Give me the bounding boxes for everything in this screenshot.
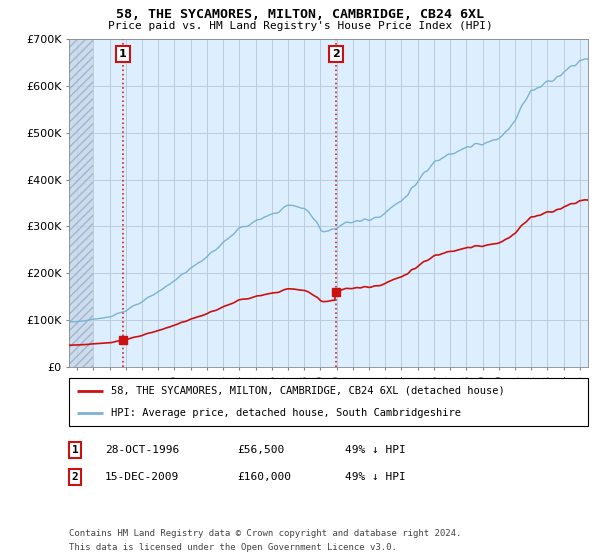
Text: £56,500: £56,500 <box>237 445 284 455</box>
Text: This data is licensed under the Open Government Licence v3.0.: This data is licensed under the Open Gov… <box>69 543 397 552</box>
Text: 58, THE SYCAMORES, MILTON, CAMBRIDGE, CB24 6XL (detached house): 58, THE SYCAMORES, MILTON, CAMBRIDGE, CB… <box>110 386 504 396</box>
Bar <box>69 39 94 367</box>
Text: Price paid vs. HM Land Registry's House Price Index (HPI): Price paid vs. HM Land Registry's House … <box>107 21 493 31</box>
Text: 58, THE SYCAMORES, MILTON, CAMBRIDGE, CB24 6XL: 58, THE SYCAMORES, MILTON, CAMBRIDGE, CB… <box>116 8 484 21</box>
Text: 49% ↓ HPI: 49% ↓ HPI <box>345 445 406 455</box>
Text: 28-OCT-1996: 28-OCT-1996 <box>105 445 179 455</box>
Text: 2: 2 <box>71 472 79 482</box>
Text: 1: 1 <box>119 49 127 59</box>
Text: 2: 2 <box>332 49 340 59</box>
Text: HPI: Average price, detached house, South Cambridgeshire: HPI: Average price, detached house, Sout… <box>110 408 461 418</box>
Text: 15-DEC-2009: 15-DEC-2009 <box>105 472 179 482</box>
Text: £160,000: £160,000 <box>237 472 291 482</box>
Text: 1: 1 <box>71 445 79 455</box>
Text: 49% ↓ HPI: 49% ↓ HPI <box>345 472 406 482</box>
Text: Contains HM Land Registry data © Crown copyright and database right 2024.: Contains HM Land Registry data © Crown c… <box>69 529 461 538</box>
